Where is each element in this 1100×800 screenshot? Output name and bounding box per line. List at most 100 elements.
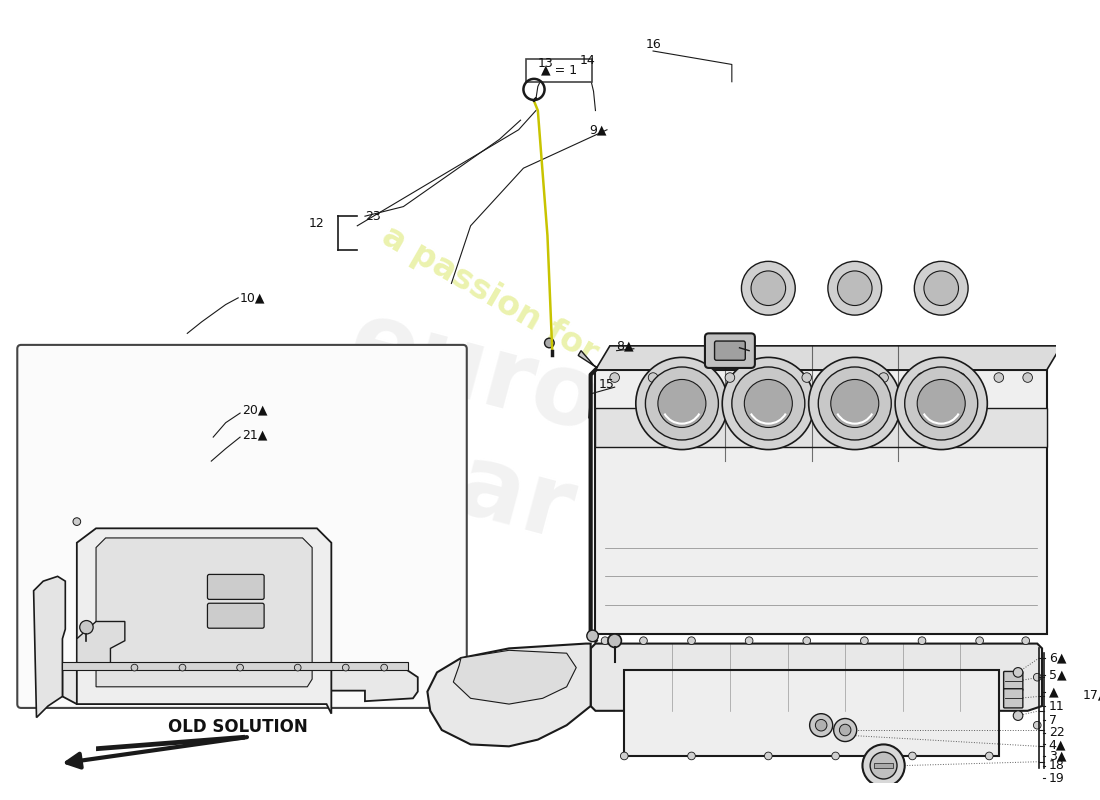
Circle shape xyxy=(994,373,1003,382)
Circle shape xyxy=(802,373,812,382)
Text: 6▲: 6▲ xyxy=(1048,651,1066,665)
Circle shape xyxy=(1023,373,1033,382)
Circle shape xyxy=(741,262,795,315)
Circle shape xyxy=(586,630,598,642)
Text: 11: 11 xyxy=(1048,699,1065,713)
Text: 23: 23 xyxy=(365,210,381,222)
FancyBboxPatch shape xyxy=(18,345,466,708)
Circle shape xyxy=(636,358,728,450)
Circle shape xyxy=(179,664,186,671)
Circle shape xyxy=(686,373,696,382)
Polygon shape xyxy=(428,643,591,746)
Circle shape xyxy=(830,379,879,427)
Polygon shape xyxy=(96,538,312,687)
Text: 5▲: 5▲ xyxy=(1048,669,1066,682)
Circle shape xyxy=(832,752,839,760)
Circle shape xyxy=(688,637,695,645)
FancyBboxPatch shape xyxy=(1003,689,1023,708)
Circle shape xyxy=(924,271,958,306)
Text: 3▲: 3▲ xyxy=(1048,750,1066,762)
Text: 20▲: 20▲ xyxy=(242,404,267,417)
Circle shape xyxy=(879,373,889,382)
Circle shape xyxy=(236,664,243,671)
Circle shape xyxy=(73,518,80,526)
Circle shape xyxy=(808,358,901,450)
Circle shape xyxy=(917,379,965,427)
Text: 18: 18 xyxy=(1048,759,1065,772)
Circle shape xyxy=(751,271,785,306)
Circle shape xyxy=(837,271,872,306)
Circle shape xyxy=(764,752,772,760)
Polygon shape xyxy=(34,576,65,718)
Circle shape xyxy=(79,621,94,634)
Polygon shape xyxy=(77,622,125,667)
Text: ▲ = 1: ▲ = 1 xyxy=(541,64,578,77)
FancyBboxPatch shape xyxy=(715,341,746,360)
Circle shape xyxy=(763,373,773,382)
Circle shape xyxy=(381,664,387,671)
Polygon shape xyxy=(579,350,597,368)
Circle shape xyxy=(620,752,628,760)
Circle shape xyxy=(986,752,993,760)
Circle shape xyxy=(895,358,988,450)
Circle shape xyxy=(602,637,609,645)
Circle shape xyxy=(976,637,983,645)
Polygon shape xyxy=(453,650,576,704)
Circle shape xyxy=(648,373,658,382)
Circle shape xyxy=(862,745,904,786)
Text: a passion for parts: a passion for parts xyxy=(376,219,700,425)
Circle shape xyxy=(917,373,927,382)
Circle shape xyxy=(688,752,695,760)
Circle shape xyxy=(746,637,754,645)
Circle shape xyxy=(1033,674,1041,681)
Circle shape xyxy=(745,379,792,427)
Text: 19: 19 xyxy=(1048,771,1065,785)
Circle shape xyxy=(839,724,851,736)
Circle shape xyxy=(725,373,735,382)
Text: 21▲: 21▲ xyxy=(242,429,267,442)
Bar xyxy=(595,408,1047,446)
Circle shape xyxy=(815,719,827,731)
Text: 17▲: 17▲ xyxy=(1082,688,1100,701)
Circle shape xyxy=(918,637,926,645)
Polygon shape xyxy=(595,346,1062,370)
Text: 7: 7 xyxy=(1048,714,1057,727)
Polygon shape xyxy=(595,370,1047,634)
Circle shape xyxy=(1013,711,1023,721)
Bar xyxy=(526,58,592,82)
Text: 16: 16 xyxy=(646,38,661,51)
FancyBboxPatch shape xyxy=(705,334,755,368)
Circle shape xyxy=(658,379,706,427)
FancyBboxPatch shape xyxy=(208,603,264,628)
Circle shape xyxy=(909,752,916,760)
Circle shape xyxy=(818,367,891,440)
Circle shape xyxy=(956,373,965,382)
Circle shape xyxy=(131,664,138,671)
Circle shape xyxy=(870,752,896,779)
Text: 13: 13 xyxy=(538,58,553,70)
Text: ▲: ▲ xyxy=(1048,685,1058,698)
Circle shape xyxy=(639,637,647,645)
Circle shape xyxy=(904,367,978,440)
Circle shape xyxy=(803,637,811,645)
Polygon shape xyxy=(77,528,331,714)
Circle shape xyxy=(810,714,833,737)
Circle shape xyxy=(828,262,882,315)
Polygon shape xyxy=(96,735,245,751)
Bar xyxy=(625,670,999,756)
Text: 10▲: 10▲ xyxy=(240,291,265,304)
Circle shape xyxy=(608,634,622,647)
Circle shape xyxy=(342,664,349,671)
Circle shape xyxy=(609,373,619,382)
Polygon shape xyxy=(63,667,418,704)
Circle shape xyxy=(860,637,868,645)
Text: OLD SOLUTION: OLD SOLUTION xyxy=(168,718,308,736)
Circle shape xyxy=(723,358,814,450)
Text: 4▲: 4▲ xyxy=(1048,738,1066,751)
Bar xyxy=(63,662,408,670)
Polygon shape xyxy=(591,643,1042,711)
Text: 22: 22 xyxy=(1048,726,1065,739)
Circle shape xyxy=(840,373,850,382)
Circle shape xyxy=(914,262,968,315)
Circle shape xyxy=(646,367,718,440)
